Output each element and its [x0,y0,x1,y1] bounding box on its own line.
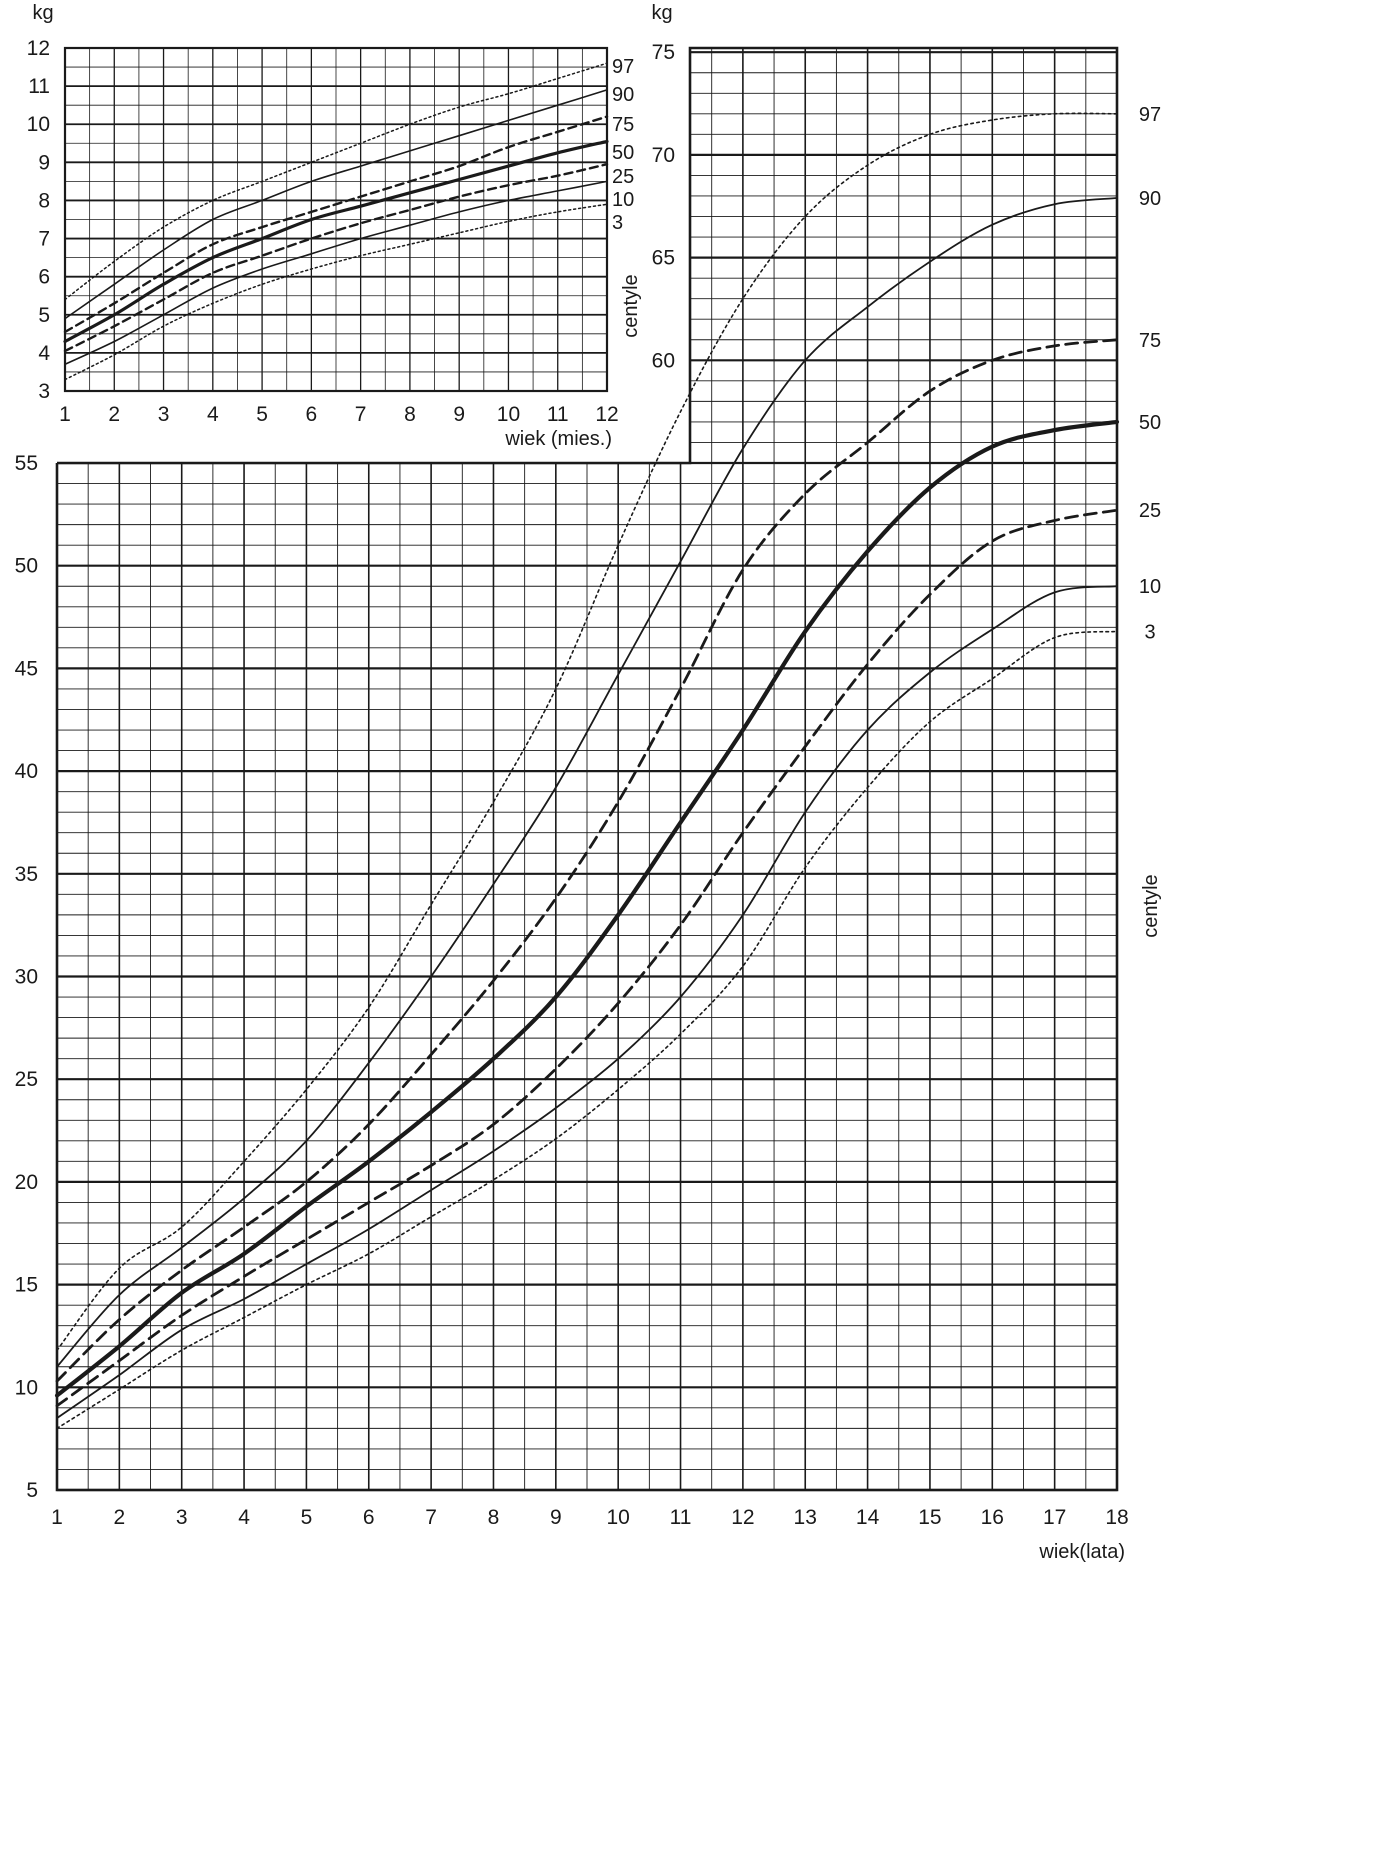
months-centile-label-75: 75 [612,114,634,136]
years-y-tick-label-upper: 60 [652,349,675,372]
months-y-tick-label: 8 [38,189,50,212]
months-y-tick-label: 7 [38,228,50,251]
months-centile-label-3: 3 [612,212,623,234]
months-y-tick-label: 10 [27,113,50,136]
years-centyle-side-label: centyle [1140,874,1162,937]
months-x-axis-title: wiek (mies.) [504,428,612,450]
years-y-tick-label: 30 [15,966,38,989]
months-x-tick-label: 12 [595,403,618,426]
months-y-tick-label: 3 [38,380,50,403]
months-chart-border [63,46,609,393]
years-y-tick-label: 10 [15,1376,38,1399]
months-x-tick-label: 6 [306,403,318,426]
years-centile-label-75: 75 [1139,330,1161,352]
years-y-tick-label: 55 [15,452,38,475]
years-y-tick-label: 15 [15,1274,38,1297]
years-x-tick-label: 17 [1043,1506,1066,1529]
years-x-tick-label: 8 [488,1506,500,1529]
months-x-tick-label: 10 [497,403,520,426]
years-y-tick-label: 35 [15,863,38,886]
years-y-tick-label: 50 [15,555,38,578]
years-centile-label-97: 97 [1139,104,1161,126]
years-y-tick-label-upper: 70 [652,144,675,167]
years-x-tick-label: 14 [856,1506,880,1529]
months-x-tick-label: 2 [108,403,120,426]
years-centile-97-line [56,112,1118,1352]
years-x-tick-label: 3 [176,1506,188,1529]
years-centile-label-90: 90 [1139,188,1161,210]
years-x-tick-label: 13 [794,1506,817,1529]
years-x-tick-label: 15 [918,1506,941,1529]
months-centile-50-line [63,139,609,344]
years-chart-border [55,46,1119,1492]
years-x-tick-label: 6 [363,1506,375,1529]
years-centile-50-line [54,419,1120,1398]
months-unit-label: kg [32,2,53,24]
chart-frame [55,46,1119,1492]
years-x-axis-title: wiek(lata) [1038,1541,1125,1563]
years-y-tick-label: 5 [26,1479,38,1502]
years-y-tick-label: 25 [15,1068,38,1091]
years-centile-label-10: 10 [1139,576,1161,598]
months-y-tick-label: 5 [38,304,50,327]
years-x-tick-label: 11 [670,1506,692,1529]
months-inset-cover [0,0,690,462]
months-x-tick-label: 1 [59,403,71,426]
years-y-tick-label: 45 [15,657,38,680]
months-centile-97-line [64,62,608,301]
chart-labels: 1 2 3 4 5 6 7 8 9 10 11 12 13 14 15 16 17 185101520253035… [15,2,1162,1563]
months-centile-10-line [64,180,608,366]
months-centile-75-line [63,115,609,334]
years-y-tick-label-upper: 65 [652,247,675,270]
months-x-tick-label: 11 [547,403,569,426]
years-centile-75-line [55,338,1119,1383]
years-centile-10-line [56,585,1118,1419]
months-x-tick-label: 3 [158,403,170,426]
months-y-tick-label: 4 [38,342,50,365]
months-centile-label-90: 90 [612,84,634,106]
months-centile-label-50: 50 [612,142,634,164]
months-x-tick-label: 8 [404,403,416,426]
years-y-tick-label: 20 [15,1171,38,1194]
months-centile-label-25: 25 [612,166,634,188]
years-centile-3-line [56,630,1118,1430]
months-centile-90-line [64,89,608,320]
years-x-tick-label: 2 [114,1506,126,1529]
months-centile-label-10: 10 [612,189,634,211]
years-y-tick-label: 40 [15,760,38,783]
years-x-tick-label: 10 [606,1506,629,1529]
months-inset-background [0,0,690,462]
years-x-tick-label: 4 [238,1506,250,1529]
years-centile-label-3: 3 [1144,621,1155,643]
months-x-tick-label: 4 [207,403,219,426]
years-upper-unit-label: kg [651,2,672,24]
years-x-tick-label: 18 [1105,1506,1128,1529]
years-y-tick-label-upper: 75 [652,41,675,64]
months-y-tick-label: 9 [38,151,50,174]
years-x-tick-label: 7 [425,1506,437,1529]
years-x-tick-label: 5 [301,1506,313,1529]
years-x-tick-label: 12 [731,1506,754,1529]
months-centile-lines [63,62,609,381]
years-centile-25-line [55,508,1119,1408]
years-centile-label-25: 25 [1139,500,1161,522]
years-x-tick-label: 9 [550,1506,562,1529]
months-centyle-side-label: centyle [620,274,642,337]
months-centile-25-line [63,163,609,353]
months-centile-3-line [64,203,608,381]
months-y-tick-label: 11 [28,75,50,98]
months-x-tick-label: 9 [453,403,465,426]
months-y-tick-label: 12 [27,37,50,60]
months-x-tick-label: 7 [355,403,367,426]
years-centile-lines [54,112,1120,1430]
months-y-tick-label: 6 [38,266,50,289]
months-x-tick-label: 5 [256,403,268,426]
years-centile-90-line [56,197,1118,1368]
years-x-tick-label: 1 [51,1506,63,1529]
months-centile-label-97: 97 [612,56,634,78]
years-x-tick-label: 16 [981,1506,1004,1529]
years-centile-label-50: 50 [1139,412,1161,434]
